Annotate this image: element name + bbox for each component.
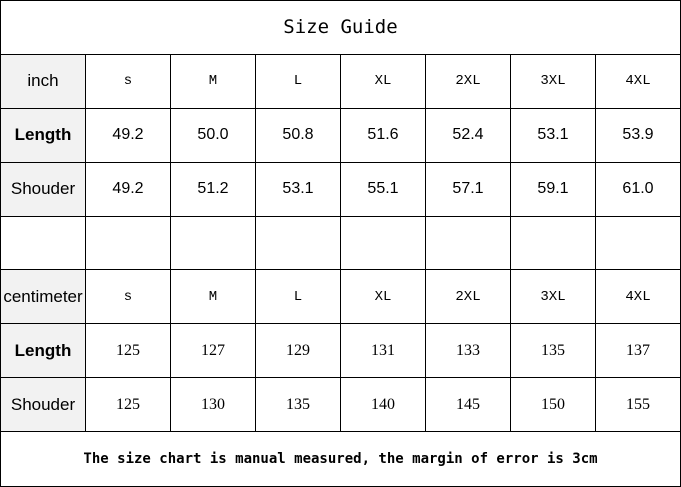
table-row: Length 49.2 50.0 50.8 51.6 52.4 53.1 53.9 — [0, 107, 681, 163]
unit-label: centimeter — [0, 269, 86, 325]
table-cell: 55.1 — [340, 161, 426, 217]
table-cell: 53.1 — [510, 107, 596, 163]
empty-cell — [595, 215, 681, 271]
size-header: 2XL — [425, 269, 511, 325]
empty-cell — [510, 215, 596, 271]
footer-note: The size chart is manual measured, the m… — [0, 431, 681, 487]
row-label: Length — [0, 107, 86, 163]
row-label: Length — [0, 323, 86, 379]
size-header: 3XL — [510, 53, 596, 109]
size-header: XL — [340, 269, 426, 325]
table-cell: 150 — [510, 377, 596, 432]
table-cell: 50.0 — [170, 107, 256, 163]
table-cell: 125 — [85, 377, 171, 432]
table-cell: 155 — [595, 377, 681, 432]
size-header: M — [170, 269, 256, 325]
table-cell: 59.1 — [510, 161, 596, 217]
table-cell: 129 — [255, 323, 341, 379]
size-header: s — [85, 269, 171, 325]
size-header: XL — [340, 53, 426, 109]
table-cell: 135 — [255, 377, 341, 432]
size-header: 2XL — [425, 53, 511, 109]
size-header: L — [255, 269, 341, 325]
row-label: Shouder — [0, 377, 86, 432]
table-cell: 49.2 — [85, 107, 171, 163]
size-header: 3XL — [510, 269, 596, 325]
table-cell: 53.1 — [255, 161, 341, 217]
table-cell: 137 — [595, 323, 681, 379]
cm-size-header-row: centimeter s M L XL 2XL 3XL 4XL — [0, 269, 681, 325]
table-cell: 51.2 — [170, 161, 256, 217]
empty-cell — [425, 215, 511, 271]
table-cell: 145 — [425, 377, 511, 432]
empty-cell — [255, 215, 341, 271]
table-row: Length 125 127 129 131 133 135 137 — [0, 323, 681, 379]
table-cell: 130 — [170, 377, 256, 432]
size-header: 4XL — [595, 53, 681, 109]
empty-cell — [85, 215, 171, 271]
table-cell: 51.6 — [340, 107, 426, 163]
size-header: L — [255, 53, 341, 109]
spacer-row — [0, 215, 681, 271]
unit-label: inch — [0, 53, 86, 109]
table-cell: 127 — [170, 323, 256, 379]
table-row: Shouder 125 130 135 140 145 150 155 — [0, 377, 681, 432]
page-title: Size Guide — [0, 0, 681, 55]
size-header: M — [170, 53, 256, 109]
table-cell: 135 — [510, 323, 596, 379]
table-row: Shouder 49.2 51.2 53.1 55.1 57.1 59.1 61.0 — [0, 161, 681, 217]
table-cell: 53.9 — [595, 107, 681, 163]
table-cell: 57.1 — [425, 161, 511, 217]
size-header: 4XL — [595, 269, 681, 325]
table-cell: 131 — [340, 323, 426, 379]
row-label: Shouder — [0, 161, 86, 217]
table-cell: 49.2 — [85, 161, 171, 217]
table-cell: 61.0 — [595, 161, 681, 217]
table-cell: 50.8 — [255, 107, 341, 163]
size-header: s — [85, 53, 171, 109]
table-cell: 140 — [340, 377, 426, 432]
empty-cell — [0, 215, 86, 271]
table-cell: 52.4 — [425, 107, 511, 163]
table-cell: 125 — [85, 323, 171, 379]
empty-cell — [340, 215, 426, 271]
inch-size-header-row: inch s M L XL 2XL 3XL 4XL — [0, 53, 681, 109]
empty-cell — [170, 215, 256, 271]
table-cell: 133 — [425, 323, 511, 379]
